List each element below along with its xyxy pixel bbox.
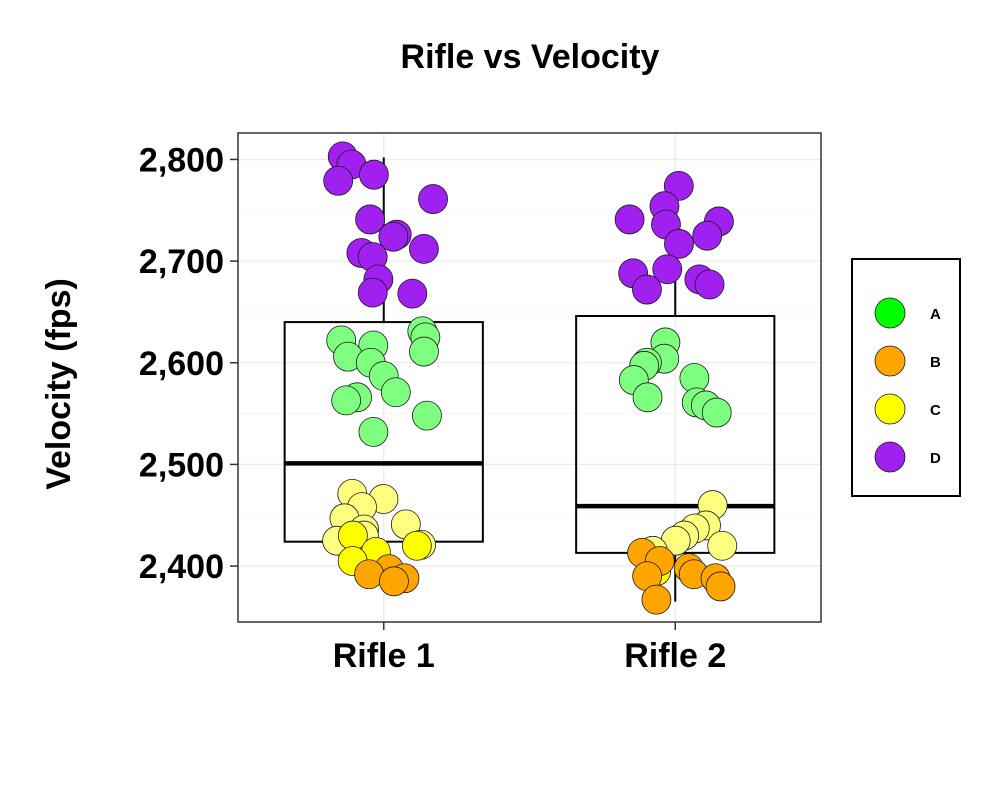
data-point bbox=[412, 400, 442, 431]
data-point bbox=[614, 204, 645, 235]
data-point bbox=[358, 159, 389, 190]
legend-label: B bbox=[930, 354, 941, 371]
legend-label: A bbox=[930, 306, 941, 323]
data-point bbox=[355, 204, 385, 235]
data-point bbox=[705, 571, 736, 602]
data-point bbox=[354, 559, 384, 590]
y-tick-label: 2,400 bbox=[139, 548, 224, 586]
data-point bbox=[323, 165, 354, 196]
data-point bbox=[692, 220, 723, 251]
data-point bbox=[701, 397, 732, 428]
x-tick-label: Rifle 1 bbox=[333, 637, 435, 675]
data-point bbox=[694, 269, 725, 300]
data-points bbox=[322, 141, 738, 615]
data-point bbox=[357, 277, 388, 308]
y-tick-label: 2,700 bbox=[139, 243, 224, 281]
data-point bbox=[358, 416, 389, 447]
data-point bbox=[380, 377, 411, 408]
y-tick-label: 2,600 bbox=[139, 345, 224, 383]
data-point bbox=[641, 584, 672, 615]
data-point bbox=[632, 382, 663, 413]
data-point bbox=[331, 385, 362, 416]
plot-border bbox=[237, 132, 822, 623]
y-tick-label: 2,500 bbox=[139, 446, 224, 484]
legend-swatch bbox=[874, 297, 906, 329]
legend-label: D bbox=[930, 450, 941, 467]
chart-title: Rifle vs Velocity bbox=[401, 38, 660, 76]
data-point bbox=[664, 228, 694, 259]
data-point bbox=[397, 278, 428, 309]
data-point bbox=[379, 566, 409, 597]
legend-box bbox=[851, 258, 961, 497]
data-point bbox=[378, 221, 409, 252]
data-point bbox=[409, 336, 439, 367]
data-point bbox=[409, 233, 439, 264]
data-point bbox=[418, 184, 448, 214]
legend-swatch bbox=[874, 393, 906, 425]
data-point bbox=[707, 530, 738, 561]
y-axis: 2,400 2,500 2,600 2,700 2,800 bbox=[139, 141, 238, 586]
legend: A B C D bbox=[851, 258, 961, 497]
x-axis: Rifle 1 Rifle 2 bbox=[333, 622, 726, 675]
legend-swatch bbox=[874, 441, 906, 473]
data-point bbox=[632, 274, 662, 305]
legend-label: C bbox=[930, 402, 941, 419]
y-axis-label: Velocity (fps) bbox=[40, 278, 78, 490]
legend-swatch bbox=[874, 345, 906, 377]
data-point bbox=[652, 254, 683, 285]
y-tick-label: 2,800 bbox=[139, 141, 224, 179]
x-tick-label: Rifle 2 bbox=[624, 637, 726, 675]
data-point bbox=[401, 530, 432, 561]
